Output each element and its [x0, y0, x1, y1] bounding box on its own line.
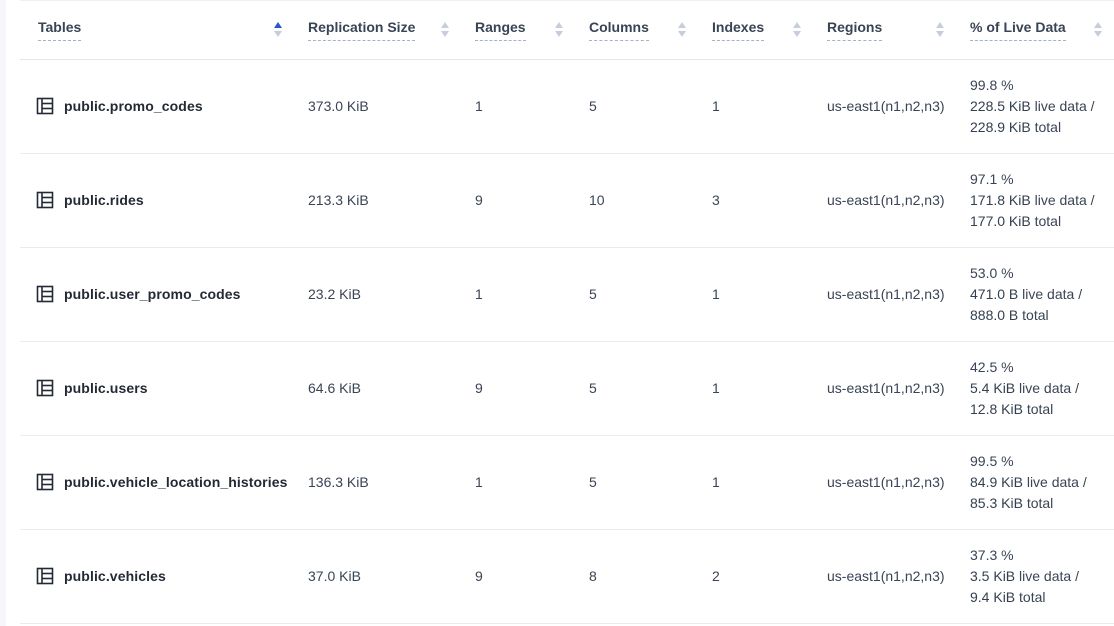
- table-name-link[interactable]: public.promo_codes: [64, 98, 203, 114]
- columns-value: 10: [589, 153, 712, 248]
- total-size-line: 228.9 KiB total: [970, 118, 1062, 135]
- regions-value: us-east1(n1,n2,n3): [827, 568, 945, 584]
- sort-icon[interactable]: [678, 22, 686, 38]
- pct-live-data-cell: 99.8 % 228.5 KiB live data / 228.9 KiB t…: [970, 75, 1104, 138]
- live-data-percent: 53.0 %: [970, 264, 1014, 281]
- columns-value: 8: [589, 529, 712, 624]
- sort-icon[interactable]: [441, 22, 449, 38]
- table-row[interactable]: public.vehicle_location_histories 136.3 …: [20, 435, 1114, 530]
- indexes-value: 1: [712, 341, 827, 436]
- live-data-percent: 42.5 %: [970, 358, 1014, 375]
- live-data-size-line: 5.4 KiB live data /: [970, 379, 1079, 396]
- table-grid-icon: [36, 97, 54, 115]
- pct-live-data-cell: 37.3 % 3.5 KiB live data / 9.4 KiB total: [970, 545, 1104, 608]
- ranges-value: 1: [475, 247, 589, 342]
- table-row[interactable]: public.users 64.6 KiB 9 5 1 us-east1(n1,…: [20, 341, 1114, 436]
- replication-size-value: 136.3 KiB: [308, 435, 475, 530]
- total-size-line: 888.0 B total: [970, 306, 1049, 323]
- total-size-line: 12.8 KiB total: [970, 400, 1054, 417]
- column-header-indexes[interactable]: Indexes: [712, 1, 827, 60]
- column-label-columns: Columns: [589, 18, 649, 42]
- live-data-size-line: 228.5 KiB live data /: [970, 97, 1095, 114]
- column-header-ranges[interactable]: Ranges: [475, 1, 589, 60]
- column-header-replication-size[interactable]: Replication Size: [308, 1, 475, 60]
- regions-value: us-east1(n1,n2,n3): [827, 474, 945, 490]
- table-grid-icon: [36, 191, 54, 209]
- table-row[interactable]: public.vehicles 37.0 KiB 9 8 2 us-east1(…: [20, 529, 1114, 624]
- live-data-percent: 97.1 %: [970, 170, 1014, 187]
- column-label-pct-live-data: % of Live Data: [970, 18, 1066, 42]
- sort-asc-icon[interactable]: [274, 22, 282, 38]
- replication-size-value: 23.2 KiB: [308, 247, 475, 342]
- column-label-replication-size: Replication Size: [308, 18, 416, 42]
- indexes-value: 3: [712, 153, 827, 248]
- total-size-line: 85.3 KiB total: [970, 494, 1054, 511]
- replication-size-value: 213.3 KiB: [308, 153, 475, 248]
- table-name-link[interactable]: public.vehicle_location_histories: [64, 474, 288, 490]
- total-size-line: 9.4 KiB total: [970, 588, 1046, 605]
- indexes-value: 1: [712, 247, 827, 342]
- pct-live-data-cell: 53.0 % 471.0 B live data / 888.0 B total: [970, 263, 1104, 326]
- replication-size-value: 373.0 KiB: [308, 59, 475, 154]
- table-name-link[interactable]: public.vehicles: [64, 568, 166, 584]
- database-tables-table: Tables Replication Size Ranges: [20, 1, 1114, 624]
- replication-size-value: 64.6 KiB: [308, 341, 475, 436]
- total-size-line: 177.0 KiB total: [970, 212, 1062, 229]
- indexes-value: 2: [712, 529, 827, 624]
- tables-list-container: Tables Replication Size Ranges: [20, 0, 1114, 624]
- ranges-value: 1: [475, 435, 589, 530]
- live-data-size-line: 3.5 KiB live data /: [970, 567, 1079, 584]
- regions-value: us-east1(n1,n2,n3): [827, 192, 945, 208]
- ranges-value: 9: [475, 153, 589, 248]
- table-name-link[interactable]: public.users: [64, 380, 148, 396]
- table-row[interactable]: public.user_promo_codes 23.2 KiB 1 5 1 u…: [20, 247, 1114, 342]
- replication-size-value: 37.0 KiB: [308, 529, 475, 624]
- table-grid-icon: [36, 379, 54, 397]
- column-header-regions[interactable]: Regions: [827, 1, 970, 60]
- sort-icon[interactable]: [1094, 22, 1102, 38]
- regions-value: us-east1(n1,n2,n3): [827, 98, 945, 114]
- columns-value: 5: [589, 59, 712, 154]
- indexes-value: 1: [712, 59, 827, 154]
- table-grid-icon: [36, 567, 54, 585]
- regions-value: us-east1(n1,n2,n3): [827, 286, 945, 302]
- table-row[interactable]: public.rides 213.3 KiB 9 10 3 us-east1(n…: [20, 153, 1114, 248]
- pct-live-data-cell: 42.5 % 5.4 KiB live data / 12.8 KiB tota…: [970, 357, 1104, 420]
- pct-live-data-cell: 99.5 % 84.9 KiB live data / 85.3 KiB tot…: [970, 451, 1104, 514]
- live-data-size-line: 84.9 KiB live data /: [970, 473, 1087, 490]
- table-grid-icon: [36, 285, 54, 303]
- column-header-columns[interactable]: Columns: [589, 1, 712, 60]
- columns-value: 5: [589, 247, 712, 342]
- column-label-indexes: Indexes: [712, 18, 765, 42]
- column-label-tables: Tables: [38, 18, 82, 42]
- sort-icon[interactable]: [793, 22, 801, 38]
- sort-icon[interactable]: [936, 22, 944, 38]
- ranges-value: 9: [475, 341, 589, 436]
- column-header-tables[interactable]: Tables: [20, 1, 308, 60]
- indexes-value: 1: [712, 435, 827, 530]
- regions-value: us-east1(n1,n2,n3): [827, 380, 945, 396]
- live-data-percent: 99.5 %: [970, 452, 1014, 469]
- column-header-pct-live-data[interactable]: % of Live Data: [970, 1, 1114, 60]
- columns-value: 5: [589, 341, 712, 436]
- sort-icon[interactable]: [555, 22, 563, 38]
- live-data-percent: 37.3 %: [970, 546, 1014, 563]
- table-header-row: Tables Replication Size Ranges: [20, 1, 1114, 60]
- table-row[interactable]: public.promo_codes 373.0 KiB 1 5 1 us-ea…: [20, 59, 1114, 154]
- page-left-gutter: [0, 0, 6, 626]
- columns-value: 5: [589, 435, 712, 530]
- ranges-value: 1: [475, 59, 589, 154]
- live-data-size-line: 171.8 KiB live data /: [970, 191, 1095, 208]
- live-data-size-line: 471.0 B live data /: [970, 285, 1083, 302]
- live-data-percent: 99.8 %: [970, 76, 1014, 93]
- table-grid-icon: [36, 473, 54, 491]
- table-name-link[interactable]: public.rides: [64, 192, 144, 208]
- table-name-link[interactable]: public.user_promo_codes: [64, 286, 241, 302]
- column-label-regions: Regions: [827, 18, 883, 42]
- pct-live-data-cell: 97.1 % 171.8 KiB live data / 177.0 KiB t…: [970, 169, 1104, 232]
- column-label-ranges: Ranges: [475, 18, 526, 42]
- ranges-value: 9: [475, 529, 589, 624]
